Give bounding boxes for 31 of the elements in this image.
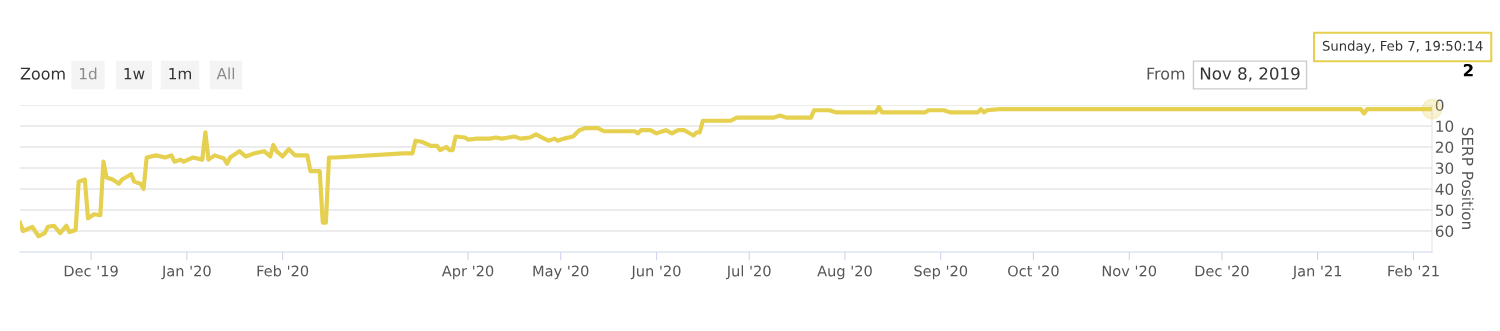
text: 1d <box>79 67 97 80</box>
x-tick-label: Oct '20 <box>1008 265 1059 277</box>
text: 1w <box>124 68 145 80</box>
annotation: 2 <box>1463 63 1473 77</box>
x-tick-label: Jul '20 <box>726 265 771 280</box>
y-tick-label: 0 <box>1435 99 1444 112</box>
x-tick-label: Sep '20 <box>914 265 968 280</box>
y-tick-label: 50 <box>1435 204 1454 217</box>
y-tick-label: 40 <box>1435 183 1454 196</box>
x-tick-label: Dec '20 <box>1195 265 1249 277</box>
y-tick-label: 30 <box>1435 162 1454 175</box>
text: Nov 8, 2019 <box>1200 67 1300 82</box>
x-tick-label: Jan '20 <box>161 265 211 280</box>
x-tick-label: Jan '21 <box>1292 265 1342 280</box>
y-tick-label: 10 <box>1436 120 1454 133</box>
x-tick-label: May '20 <box>533 265 589 280</box>
text: From <box>1147 67 1185 80</box>
text: Zoom <box>20 67 65 80</box>
y-tick-label: 60 <box>1435 225 1454 238</box>
x-tick-label: Feb '21 <box>1388 265 1439 277</box>
y-tick-label: 20 <box>1435 141 1454 154</box>
text: 1m <box>169 68 191 80</box>
text: All <box>216 67 235 80</box>
x-tick-label: Apr '20 <box>441 265 494 280</box>
y-axis-title: SERP Position <box>1461 127 1474 229</box>
x-tick-label: Aug '20 <box>817 265 872 280</box>
x-tick-label: Jun '20 <box>630 265 681 280</box>
x-tick-label: Dec '19 <box>64 265 118 277</box>
x-tick-label: Feb '20 <box>257 265 309 277</box>
text: Sunday, Feb 7, 19:50:14 <box>1322 40 1483 54</box>
x-tick-label: Nov '20 <box>1102 265 1157 277</box>
